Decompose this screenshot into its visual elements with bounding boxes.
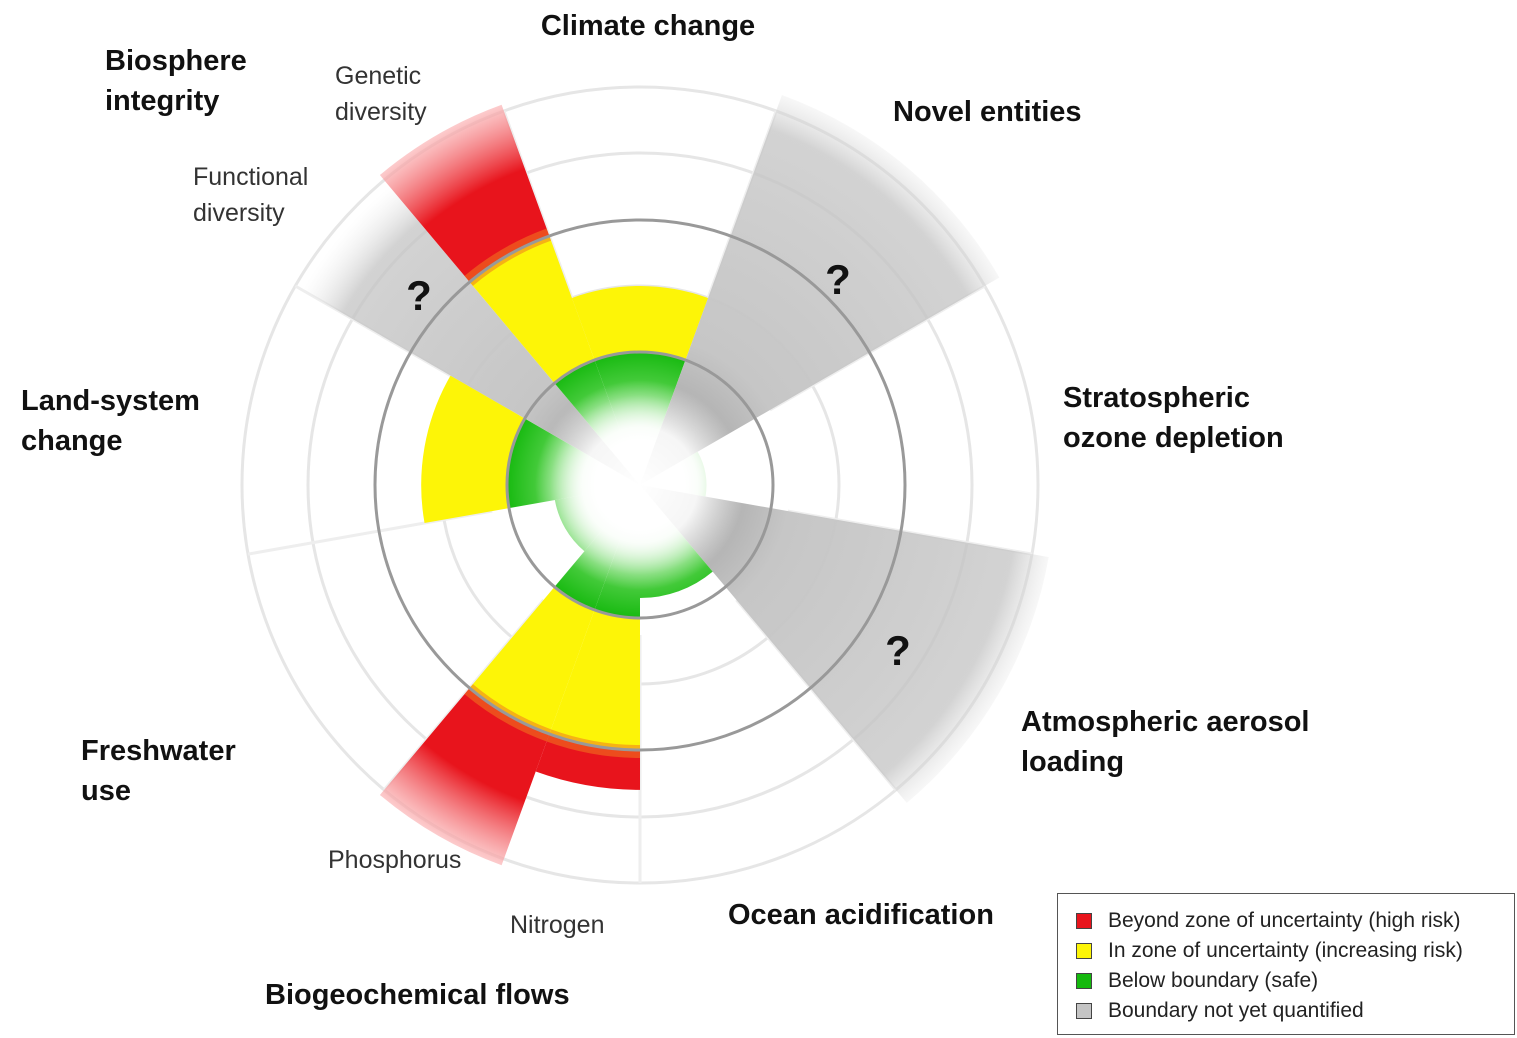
- land-system-change-uncertainty-band: [421, 375, 525, 523]
- genetic-diversity-label: Genetic diversity: [335, 62, 427, 126]
- legend-label: In zone of uncertainty (increasing risk): [1108, 939, 1463, 962]
- land-system-change-label: Land-system change: [21, 385, 200, 457]
- biogeochemical-flows-sub-0-transition: [546, 729, 640, 758]
- biogeochemical-flows-sub-1-uncertainty-band: [469, 586, 595, 735]
- uncertainty-boundary-ring: [373, 218, 907, 752]
- biosphere-integrity-sub-1-high-risk-band: [379, 104, 550, 282]
- legend-item-safe: Below boundary (safe): [1076, 966, 1514, 996]
- biogeochemical-flows-label: Biogeochemical flows: [265, 979, 570, 1011]
- legend-swatch-yellow: [1076, 943, 1092, 959]
- climate-change-label: Climate change: [541, 10, 755, 42]
- boundary-rings: [373, 218, 907, 752]
- biosphere-integrity-sub-1-uncertainty-band: [469, 235, 595, 384]
- biosphere-integrity-label: Biosphere integrity: [105, 45, 247, 117]
- boundary-labels: Climate change Novel entities? Stratospher…: [21, 10, 1309, 1011]
- safe-boundary-ring: [505, 350, 775, 620]
- legend-swatch-green: [1076, 973, 1092, 989]
- stratospheric-ozone-label: Stratospheric ozone depletion: [1063, 382, 1284, 454]
- nitrogen-label: Nitrogen: [510, 911, 605, 939]
- functional-diversity-label: Functional diversity: [193, 163, 308, 227]
- climate-change-uncertainty-band: [571, 286, 709, 361]
- legend-label: Beyond zone of uncertainty (high risk): [1108, 909, 1461, 932]
- legend-label: Below boundary (safe): [1108, 969, 1319, 992]
- functional-diversity-question-mark: ?: [406, 272, 432, 319]
- novel-entities-question-mark: ?: [825, 256, 851, 303]
- legend-swatch-red: [1076, 913, 1092, 929]
- faint-spoke: [247, 509, 493, 556]
- phosphorus-label: Phosphorus: [328, 846, 461, 874]
- biogeochemical-flows-sub-0-uncertainty-band: [549, 609, 640, 750]
- atmospheric-aerosol-label: Atmospheric aerosol loading: [1021, 706, 1309, 778]
- biosphere-integrity-sub-0-not-quantified: [295, 180, 640, 485]
- legend-label: Boundary not yet quantified: [1108, 999, 1364, 1022]
- legend-item-increasing-risk: In zone of uncertainty (increasing risk): [1076, 936, 1514, 966]
- legend-item-not-quantified: Boundary not yet quantified: [1076, 996, 1514, 1026]
- ocean-acidification-label: Ocean acidification: [728, 899, 994, 931]
- legend: Beyond zone of uncertainty (high risk) I…: [1057, 893, 1515, 1035]
- legend-swatch-grey: [1076, 1003, 1092, 1019]
- atmospheric-aerosol-question-mark: ?: [885, 627, 911, 674]
- biogeochemical-flows-sub-0-high-risk-band: [535, 734, 640, 790]
- atmospheric-aerosol-not-quantified: [640, 485, 1049, 803]
- novel-entities-label: Novel entities: [893, 96, 1082, 128]
- center-glow: [535, 380, 745, 590]
- freshwater-use-label: Freshwater use: [81, 735, 236, 807]
- legend-item-high-risk: Beyond zone of uncertainty (high risk): [1076, 906, 1514, 936]
- biogeochemical-flows-sub-1-high-risk-band: [379, 688, 550, 866]
